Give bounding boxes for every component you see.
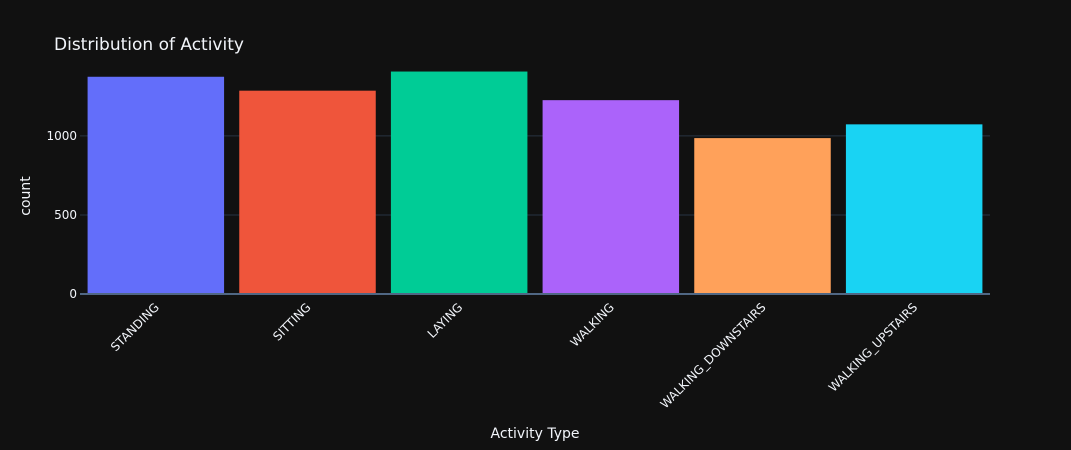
bar-walking-upstairs[interactable]: [845, 124, 983, 294]
x-axis-title: Activity Type: [491, 426, 580, 442]
x-tick-label: WALKING_UPSTAIRS: [826, 300, 920, 394]
bars: [87, 71, 983, 295]
y-axis-title: count: [18, 176, 34, 216]
x-tick-label: WALKING_DOWNSTAIRS: [658, 300, 769, 411]
x-tick-label: WALKING: [568, 300, 617, 349]
y-tick-label: 0: [69, 287, 77, 301]
x-tick-label: LAYING: [425, 300, 466, 341]
bar-sitting[interactable]: [239, 90, 376, 294]
chart-title: Distribution of Activity: [54, 35, 244, 55]
x-tick-label: SITTING: [270, 300, 313, 343]
bar-laying[interactable]: [390, 71, 528, 294]
bar-walking-downstairs[interactable]: [694, 138, 831, 294]
y-tick-label: 1000: [46, 129, 77, 143]
bar-walking[interactable]: [542, 100, 680, 295]
y-tick-label: 500: [54, 208, 77, 222]
y-axis-ticks: 0 500 1000: [46, 129, 77, 301]
bar-standing[interactable]: [87, 76, 225, 294]
x-tick-label: STANDING: [108, 300, 162, 354]
grid: [80, 135, 990, 216]
x-axis-ticks: STANDING SITTING LAYING WALKING WALKING_DOWN…: [108, 300, 920, 411]
